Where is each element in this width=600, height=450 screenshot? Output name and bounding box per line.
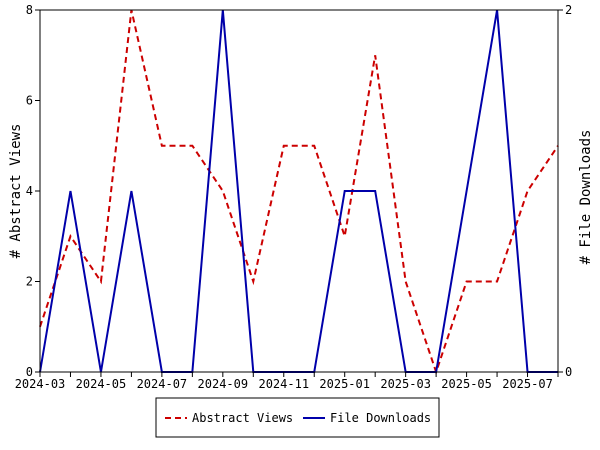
legend-box (155, 397, 440, 438)
y-tick-label: 0 (26, 365, 33, 379)
x-tick-label: 2024-05 (76, 377, 127, 391)
x-tick-label: 2025-01 (319, 377, 370, 391)
x-tick-label: 2025-05 (441, 377, 492, 391)
y2-tick-label: 2 (565, 3, 572, 17)
y-axis-title: # Abstract Views (8, 124, 24, 259)
x-tick-label: 2024-09 (198, 377, 249, 391)
y-tick-label: 8 (26, 3, 33, 17)
legend: Abstract Views File Downloads (155, 397, 440, 438)
y-tick-label: 2 (26, 275, 33, 289)
legend-label-file-downloads: File Downloads (330, 411, 431, 425)
x-tick-label: 2024-07 (137, 377, 188, 391)
series-line-abstract-views (39, 9, 559, 376)
legend-label-abstract-views: Abstract Views (192, 411, 293, 425)
plot-frame (39, 9, 559, 373)
x-tick-label: 2024-11 (258, 377, 309, 391)
x-tick-label: 2025-03 (380, 377, 431, 391)
y2-tick-label: 0 (565, 365, 572, 379)
x-tick-label: 2024-03 (15, 377, 66, 391)
y-tick-label: 4 (26, 184, 33, 198)
series-line-file-downloads (39, 9, 558, 373)
data-layer (39, 9, 559, 376)
y-tick-label: 6 (26, 94, 33, 108)
axis-layer: 0 2 4 6 8 0 2 2024-03 2024-05 2024-07 2024-09 2024-… (15, 3, 573, 391)
y2-axis-title: # File Downloads (578, 130, 594, 265)
x-tick-label: 2025-07 (502, 377, 553, 391)
